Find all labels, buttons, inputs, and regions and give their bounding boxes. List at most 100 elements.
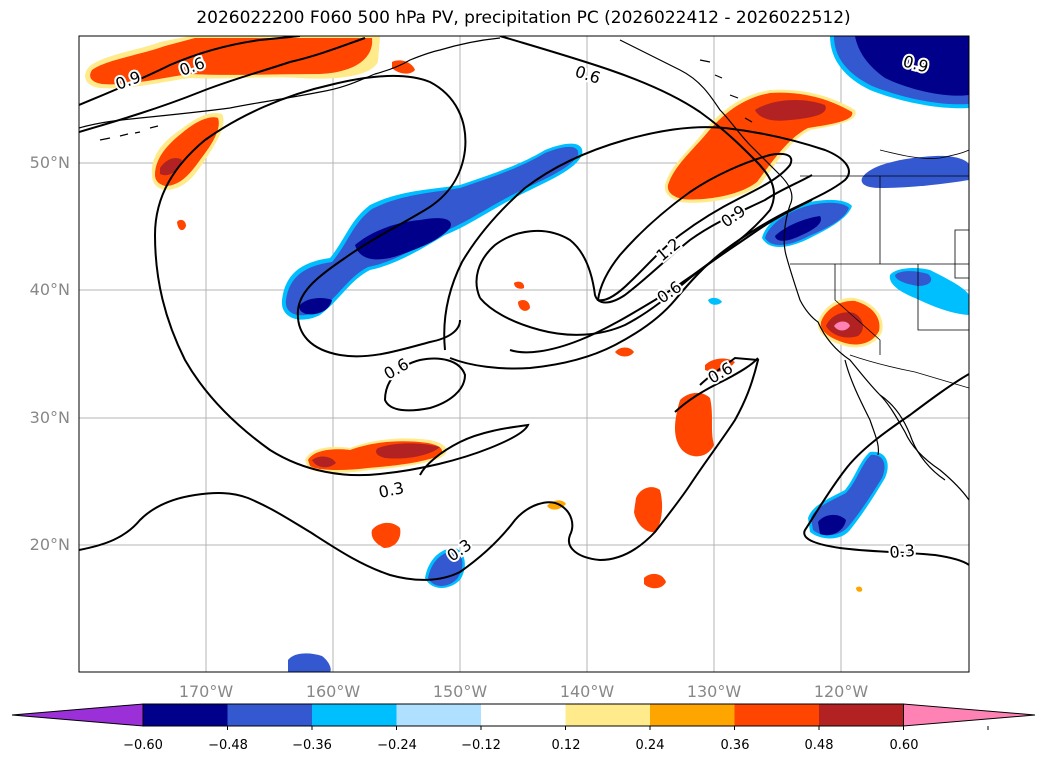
contour-0.3-outer	[443, 126, 850, 370]
coast-baja	[844, 359, 880, 456]
coastlines	[79, 37, 969, 501]
colorbar-segment	[143, 704, 228, 726]
precip-mid-a	[675, 392, 714, 457]
border-ca-nv	[834, 264, 881, 355]
precip-central-band-navy2	[299, 297, 332, 315]
precip-aleutian-dot	[177, 219, 186, 231]
colorbar-segment	[481, 704, 566, 726]
precip-top-small	[392, 60, 415, 74]
precip-mid-b	[705, 358, 735, 372]
precip-top-left-core	[90, 38, 373, 85]
lat-label-20n: 20°N	[29, 535, 70, 554]
colorbar-tick: 0.24	[635, 738, 665, 753]
colorbar-tick: −0.12	[461, 738, 501, 753]
precip-subtropical-west-red2	[312, 456, 336, 468]
borders	[790, 149, 969, 389]
pv-contours	[79, 36, 969, 581]
precip-mid-c	[615, 347, 634, 357]
contour-0.3-east	[803, 373, 969, 566]
precip-mid-d	[634, 487, 663, 533]
lon-label-130w: 130°W	[686, 682, 742, 701]
lon-label-160w: 160°W	[305, 682, 361, 701]
colorbar-segment	[565, 704, 651, 726]
precip-montana	[861, 155, 969, 188]
precip-mid-g	[514, 281, 525, 289]
colorbar	[11, 703, 1036, 730]
precip-subtropical-west-red	[376, 443, 440, 459]
precip-pacnw-red	[755, 99, 826, 121]
colorbar-segment	[396, 704, 482, 726]
precip-utah-core	[895, 271, 932, 286]
precip-baja-core	[811, 454, 885, 536]
coast-islands-bc	[699, 59, 753, 123]
contour-0.6-small-right	[674, 357, 759, 413]
precip-bottom	[288, 653, 331, 672]
colorbar-tick: −0.36	[292, 738, 332, 753]
colorbar-extend-min	[11, 703, 144, 727]
coast-us-west	[783, 204, 969, 501]
precip-mid-e	[644, 573, 666, 589]
precip-hawaii-blue-core	[428, 551, 463, 586]
precip-oregon-navy	[775, 216, 821, 241]
coast-gulf-cal	[879, 394, 946, 481]
contour-0.6-mid	[479, 199, 813, 336]
precip-ne-corner-navy	[855, 36, 969, 96]
map-title: 2026022200 F060 500 hPa PV, precipitatio…	[196, 8, 851, 28]
colorbar-extend-max	[903, 703, 1036, 727]
colorbar-outline	[142, 703, 904, 727]
colorbar-segment	[819, 704, 904, 726]
precip-socal-pink	[834, 321, 850, 331]
lat-label-30n: 30°N	[29, 408, 70, 427]
colorbar-tick: 0.60	[889, 738, 919, 753]
coast-aleutians	[99, 125, 159, 141]
contour-0.3-south	[79, 356, 760, 581]
precip-mid-f	[518, 300, 530, 311]
contour-0.6-big-loop	[154, 74, 467, 358]
contour-label: 0.3	[377, 478, 406, 502]
contour-label: 0.3	[889, 541, 916, 562]
precip-negative	[281, 36, 969, 672]
contour-1.2	[596, 152, 793, 302]
map-frame	[78, 35, 970, 673]
contour-label: 1.2	[652, 234, 684, 265]
border-us-mexico	[849, 354, 969, 389]
contour-0.9-top	[79, 36, 301, 106]
colorbar-tick: 0.36	[720, 738, 750, 753]
contour-0.6-small	[383, 357, 467, 412]
colorbar-segment	[650, 704, 735, 726]
precip-pacnw-core	[667, 92, 853, 200]
precip-central-band-navy	[355, 218, 451, 260]
lon-label-140w: 140°W	[559, 682, 615, 701]
border-canada-prov	[879, 149, 969, 159]
colorbar-tick: 0.12	[551, 738, 581, 753]
precip-hawaii	[371, 522, 401, 548]
lat-label-50n: 50°N	[29, 153, 70, 172]
precip-tiny	[856, 586, 863, 592]
colorbar-tick: −0.48	[208, 738, 248, 753]
colorbar-tick: −0.60	[123, 738, 163, 753]
precip-tiny-blue	[708, 297, 722, 305]
precip-positive	[85, 36, 883, 592]
contour-0.3-big	[154, 234, 530, 477]
precip-baja-navy	[818, 514, 846, 536]
lon-label-120w: 120°W	[813, 682, 869, 701]
precip-aleutian-red	[160, 157, 182, 176]
contour-label: 0.6	[381, 354, 413, 383]
lat-label-40n: 40°N	[29, 280, 70, 299]
colorbar-tick: 0.48	[804, 738, 834, 753]
border-state-c	[954, 229, 969, 279]
coast-alaska	[79, 37, 501, 129]
colorbar-segment	[227, 704, 313, 726]
lon-label-150w: 150°W	[432, 682, 488, 701]
coast-bc	[619, 39, 793, 206]
contour-0.6-jet	[499, 36, 775, 354]
colorbar-segment	[312, 704, 397, 726]
lon-label-170w: 170°W	[178, 682, 234, 701]
border-state-b	[917, 264, 969, 331]
contour-0.6-top	[79, 37, 366, 133]
colorbar-tick: −0.24	[377, 738, 417, 753]
colorbar-segment	[734, 704, 820, 726]
contour-label: 0.9	[717, 201, 749, 231]
contour-0.9-loop	[475, 174, 813, 304]
